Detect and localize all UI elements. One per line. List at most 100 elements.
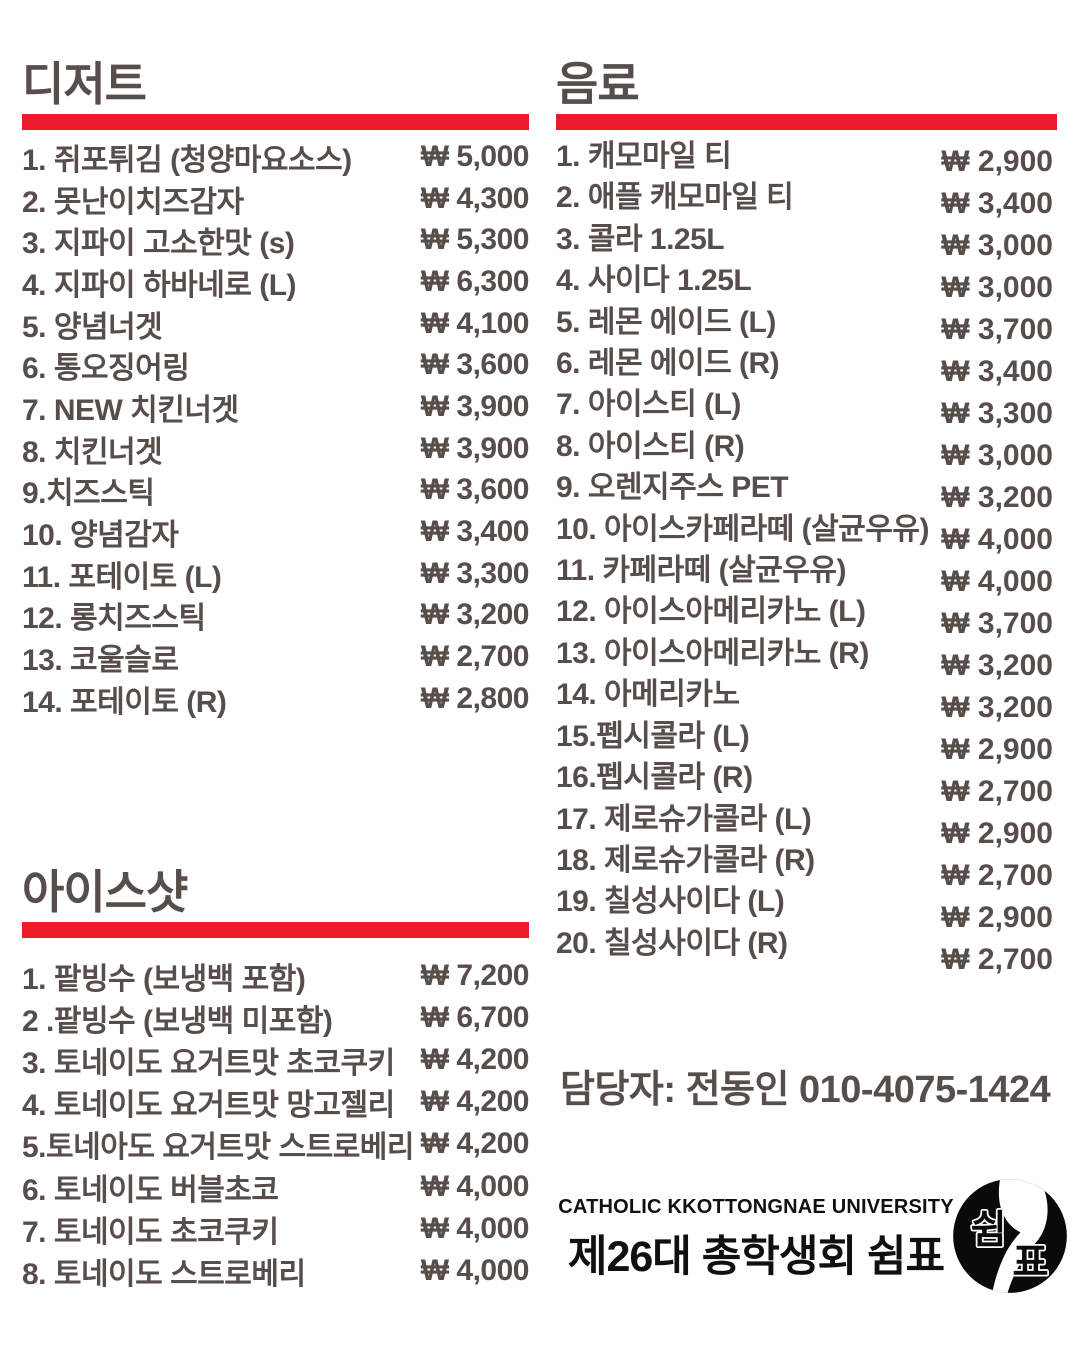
menu-item-row: 2 .팥빙수 (보냉백 미포함) ₩ 6,700 xyxy=(22,997,530,1039)
contact-line: 담당자: 전동인 010-4075-1424 xyxy=(560,1069,1051,1111)
menu-item-price: ₩ 3,600 xyxy=(420,348,530,382)
menu-item-name: 2. 애플 캐모마일 티 xyxy=(556,181,794,215)
menu-item-name: 1. 팥빙수 (보냉백 포함) xyxy=(22,963,306,997)
menu-item-name: 18. 제로슈가콜라 (R) xyxy=(556,843,815,877)
menu-item-row: 7. 토네이도 초코쿠키 ₩ 4,000 xyxy=(22,1208,530,1250)
menu-item-price: ₩ 2,700 xyxy=(941,943,1053,976)
menu-item-price: ₩ 6,300 xyxy=(420,264,530,298)
menu-item-price: ₩ 3,000 xyxy=(941,271,1053,304)
section-divider-dessert xyxy=(22,114,529,130)
menu-item-name: 10. 아이스카페라떼 (살균우유) xyxy=(556,512,929,546)
menu-item-price: ₩ 3,900 xyxy=(420,389,530,423)
menu-item-row: 8. 치킨너겟 ₩ 3,900 xyxy=(22,428,530,470)
menu-item-name: 20. 칠성사이다 (R) xyxy=(556,926,788,960)
section-title-beverage: 음료 xyxy=(556,58,640,110)
menu-item-name: 9. 오렌지주스 PET xyxy=(556,471,789,505)
menu-item-price: ₩ 4,200 xyxy=(420,1085,530,1119)
menu-item-row: 3. 지파이 고소한맛 (s) ₩ 5,300 xyxy=(22,219,530,261)
menu-item-name: 5. 양념너겟 xyxy=(22,310,163,344)
menu-item-price: ₩ 2,700 xyxy=(420,640,530,674)
menu-item-price: ₩ 4,000 xyxy=(941,523,1053,556)
menu-item-name: 12. 아이스아메리카노 (L) xyxy=(556,595,866,629)
section-title-iceshot: 아이스샷 xyxy=(22,866,188,918)
menu-item-price: ₩ 4,000 xyxy=(420,1253,530,1287)
menu-item-name: 12. 롱치즈스틱 xyxy=(22,602,206,636)
menu-item-price: ₩ 3,000 xyxy=(941,439,1053,472)
menu-item-price: ₩ 6,700 xyxy=(420,1001,530,1035)
menu-item-name: 3. 토네이도 요거트맛 초코쿠키 xyxy=(22,1047,395,1081)
iceshot-item-list: 1. 팥빙수 (보냉백 포함) ₩ 7,200 2 .팥빙수 (보냉백 미포함)… xyxy=(22,955,530,1292)
menu-item-price: ₩ 3,600 xyxy=(420,473,530,507)
menu-item-name: 15.펩시콜라 (L) xyxy=(556,719,750,753)
menu-item-price: ₩ 3,400 xyxy=(941,187,1053,220)
menu-item-name: 7. NEW 치킨너겟 xyxy=(22,393,239,427)
menu-item-price: ₩ 7,200 xyxy=(420,959,530,993)
section-title-dessert: 디저트 xyxy=(22,58,147,110)
menu-item-row: 10. 양념감자 ₩ 3,400 xyxy=(22,511,530,553)
menu-item-price: ₩ 2,900 xyxy=(941,733,1053,766)
menu-item-name: 6. 토네이도 버블초코 xyxy=(22,1173,279,1207)
section-dessert: 디저트 1. 쥐포튀김 (청양마요소스) ₩ 5,000 2. 못난이치즈감자 … xyxy=(22,58,530,720)
footer-branding: CATHOLIC KKOTTONGNAE UNIVERSITY 제26대 총학생… xyxy=(556,1196,956,1284)
menu-item-price: ₩ 4,300 xyxy=(420,181,530,215)
menu-item-name: 13. 코울슬로 xyxy=(22,644,179,678)
menu-item-name: 5.토네아도 요거트맛 스트로베리 xyxy=(22,1131,415,1165)
menu-item-row: 6. 통오징어링 ₩ 3,600 xyxy=(22,344,530,386)
menu-item-row: 1. 팥빙수 (보냉백 포함) ₩ 7,200 xyxy=(22,955,530,997)
menu-item-name: 19. 칠성사이다 (L) xyxy=(556,885,785,919)
menu-item-row: 7. NEW 치킨너겟 ₩ 3,900 xyxy=(22,386,530,428)
section-beverage: 음료 xyxy=(556,60,1057,130)
menu-item-name: 2. 못난이치즈감자 xyxy=(22,185,244,219)
menu-item-name: 1. 캐모마일 티 xyxy=(556,140,732,173)
menu-item-name: 5. 레몬 에이드 (L) xyxy=(556,305,776,339)
menu-item-name: 3. 지파이 고소한맛 (s) xyxy=(22,227,295,261)
student-council-name: 제26대 총학생회 쉼표 xyxy=(567,1233,945,1281)
menu-item-price: ₩ 3,300 xyxy=(420,556,530,590)
section-iceshot: 아이스샷 1. 팥빙수 (보냉백 포함) ₩ 7,200 2 .팥빙수 (보냉백… xyxy=(22,866,530,1292)
menu-item-name: 9.치즈스틱 xyxy=(22,477,155,511)
dessert-item-list: 1. 쥐포튀김 (청양마요소스) ₩ 5,000 2. 못난이치즈감자 ₩ 4,… xyxy=(22,136,530,720)
menu-item-row: 13. 코울슬로 ₩ 2,700 xyxy=(22,636,530,678)
menu-item-row: 6. 토네이도 버블초코 ₩ 4,000 xyxy=(22,1165,530,1207)
menu-item-price: ₩ 3,700 xyxy=(941,607,1053,640)
menu-item-row: 9.치즈스틱 ₩ 3,600 xyxy=(22,470,530,512)
menu-item-price: ₩ 3,200 xyxy=(941,691,1053,724)
menu-item-row: 8. 토네이도 스트로베리 ₩ 4,000 xyxy=(22,1250,530,1292)
menu-item-price: ₩ 3,400 xyxy=(420,515,530,549)
menu-item-row: 2. 못난이치즈감자 ₩ 4,300 xyxy=(22,178,530,220)
menu-item-price: ₩ 3,400 xyxy=(941,355,1053,388)
menu-item-name: 4. 지파이 하바네로 (L) xyxy=(22,268,297,302)
menu-item-price: ₩ 3,000 xyxy=(941,229,1053,262)
menu-item-row: 4. 지파이 하바네로 (L) ₩ 6,300 xyxy=(22,261,530,303)
beverage-price-list: ₩ 2,900 ₩ 3,400 ₩ 3,000 ₩ 3,000 ₩ 3,700 … xyxy=(753,141,1053,981)
menu-item-name: 4. 토네이도 요거트맛 망고젤리 xyxy=(22,1089,395,1123)
menu-item-row: 3. 토네이도 요거트맛 초코쿠키 ₩ 4,200 xyxy=(22,1039,530,1081)
menu-item-price: ₩ 5,300 xyxy=(420,223,530,257)
menu-item-price: ₩ 3,200 xyxy=(941,481,1053,514)
logo-char-top: 쉼 xyxy=(971,1208,1007,1252)
menu-item-name: 8. 토네이도 스트로베리 xyxy=(22,1257,306,1291)
menu-item-name: 11. 포테이토 (L) xyxy=(22,560,222,594)
menu-item-name: 11. 카페라떼 (살균우유) xyxy=(556,554,846,588)
menu-item-price: ₩ 5,000 xyxy=(420,139,530,173)
menu-item-row: 11. 포테이토 (L) ₩ 3,300 xyxy=(22,553,530,595)
menu-item-price: ₩ 3,700 xyxy=(941,313,1053,346)
menu-item-name: 4. 사이다 1.25L xyxy=(556,264,752,298)
menu-item-name: 17. 제로슈가콜라 (L) xyxy=(556,802,812,836)
student-council-logo: 쉼 표 xyxy=(953,1179,1067,1293)
menu-item-name: 6. 통오징어링 xyxy=(22,352,190,386)
menu-item-price: ₩ 2,900 xyxy=(941,901,1053,934)
menu-item-name: 6. 레몬 에이드 (R) xyxy=(556,347,780,381)
menu-item-name: 10. 양념감자 xyxy=(22,519,179,553)
menu-item-price: ₩ 2,700 xyxy=(941,775,1053,808)
menu-item-name: 1. 쥐포튀김 (청양마요소스) xyxy=(22,143,352,177)
menu-item-name: 2 .팥빙수 (보냉백 미포함) xyxy=(22,1005,333,1039)
section-divider-iceshot xyxy=(22,922,529,938)
menu-item-row: 4. 토네이도 요거트맛 망고젤리 ₩ 4,200 xyxy=(22,1081,530,1123)
menu-item-row: 1. 쥐포튀김 (청양마요소스) ₩ 5,000 xyxy=(22,136,530,178)
menu-item-name: 8. 치킨너겟 xyxy=(22,435,163,469)
university-name: CATHOLIC KKOTTONGNAE UNIVERSITY xyxy=(558,1196,954,1218)
logo-comma-shape xyxy=(991,1179,1048,1293)
menu-item-price: ₩ 2,900 xyxy=(941,817,1053,850)
